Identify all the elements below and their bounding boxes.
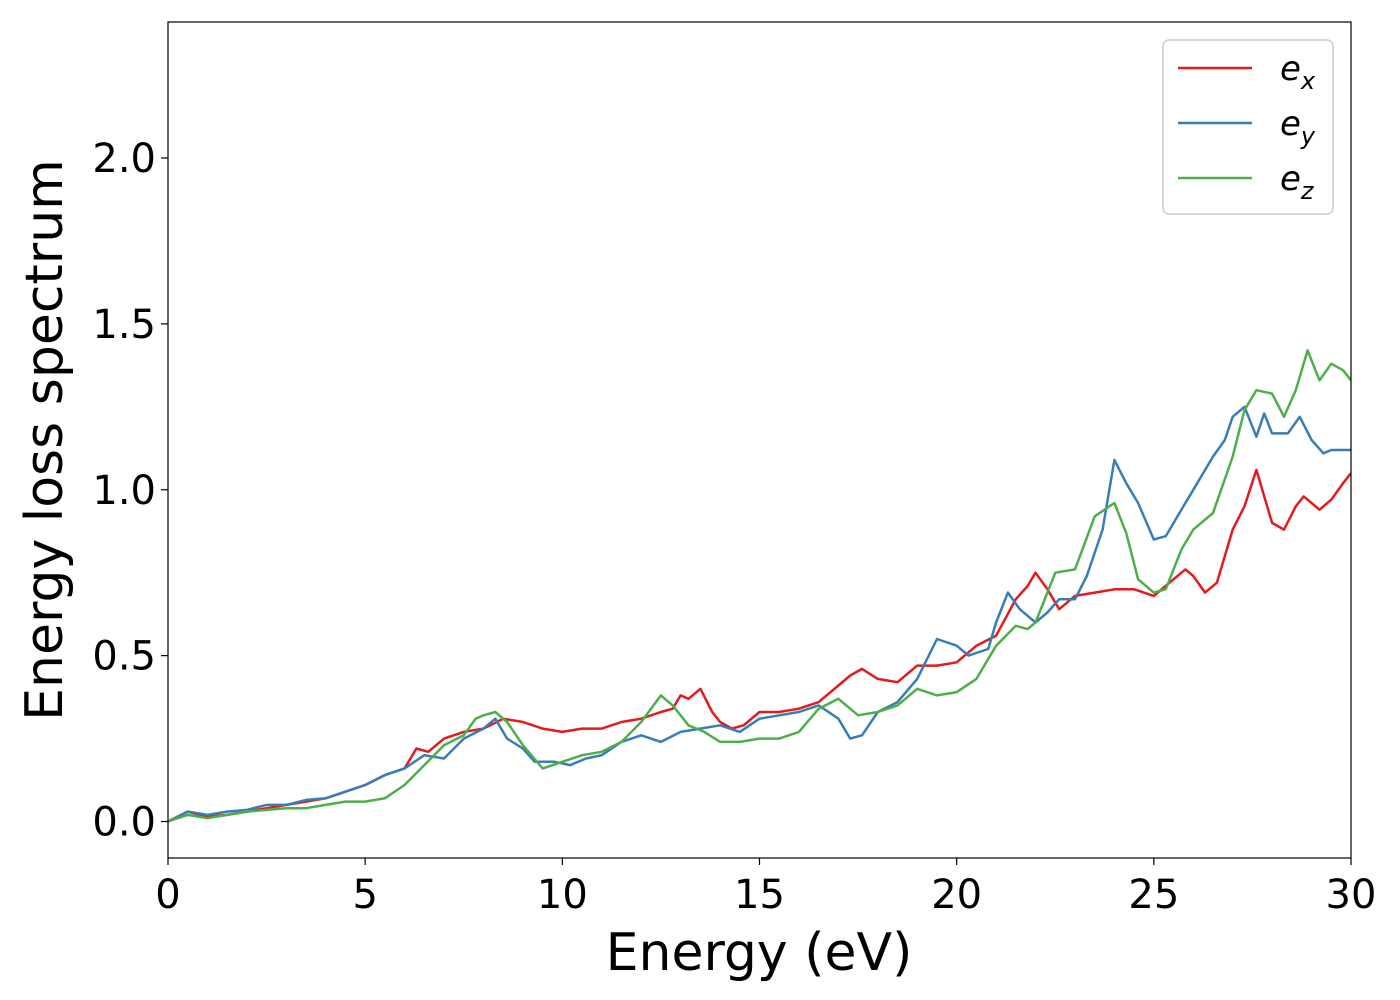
y-tick-label: 0.5 [92,634,156,680]
y-tick-label: 0.0 [92,800,156,846]
y-axis-ticks: 0.0 0.5 1.0 1.5 2.0 [92,136,168,846]
x-tick-label: 5 [352,872,377,918]
x-tick-label: 25 [1128,872,1179,918]
x-tick-label: 0 [155,872,180,918]
x-axis-ticks: 0 5 10 15 20 25 30 [155,858,1376,918]
x-axis-title: Energy (eV) [606,923,913,983]
series-layer [168,349,1351,823]
y-axis-title: Energy loss spectrum [15,159,75,721]
x-tick-label: 30 [1326,872,1377,918]
legend-box [1162,39,1334,215]
x-tick-label: 10 [537,872,588,918]
y-tick-label: 2.0 [92,136,156,182]
series-line-y [168,405,1351,823]
y-tick-label: 1.0 [92,468,156,514]
series-line-x [168,468,1351,823]
x-tick-label: 20 [931,872,982,918]
y-tick-label: 1.5 [92,302,156,348]
series-line-z [168,349,1351,823]
x-tick-label: 15 [734,872,785,918]
